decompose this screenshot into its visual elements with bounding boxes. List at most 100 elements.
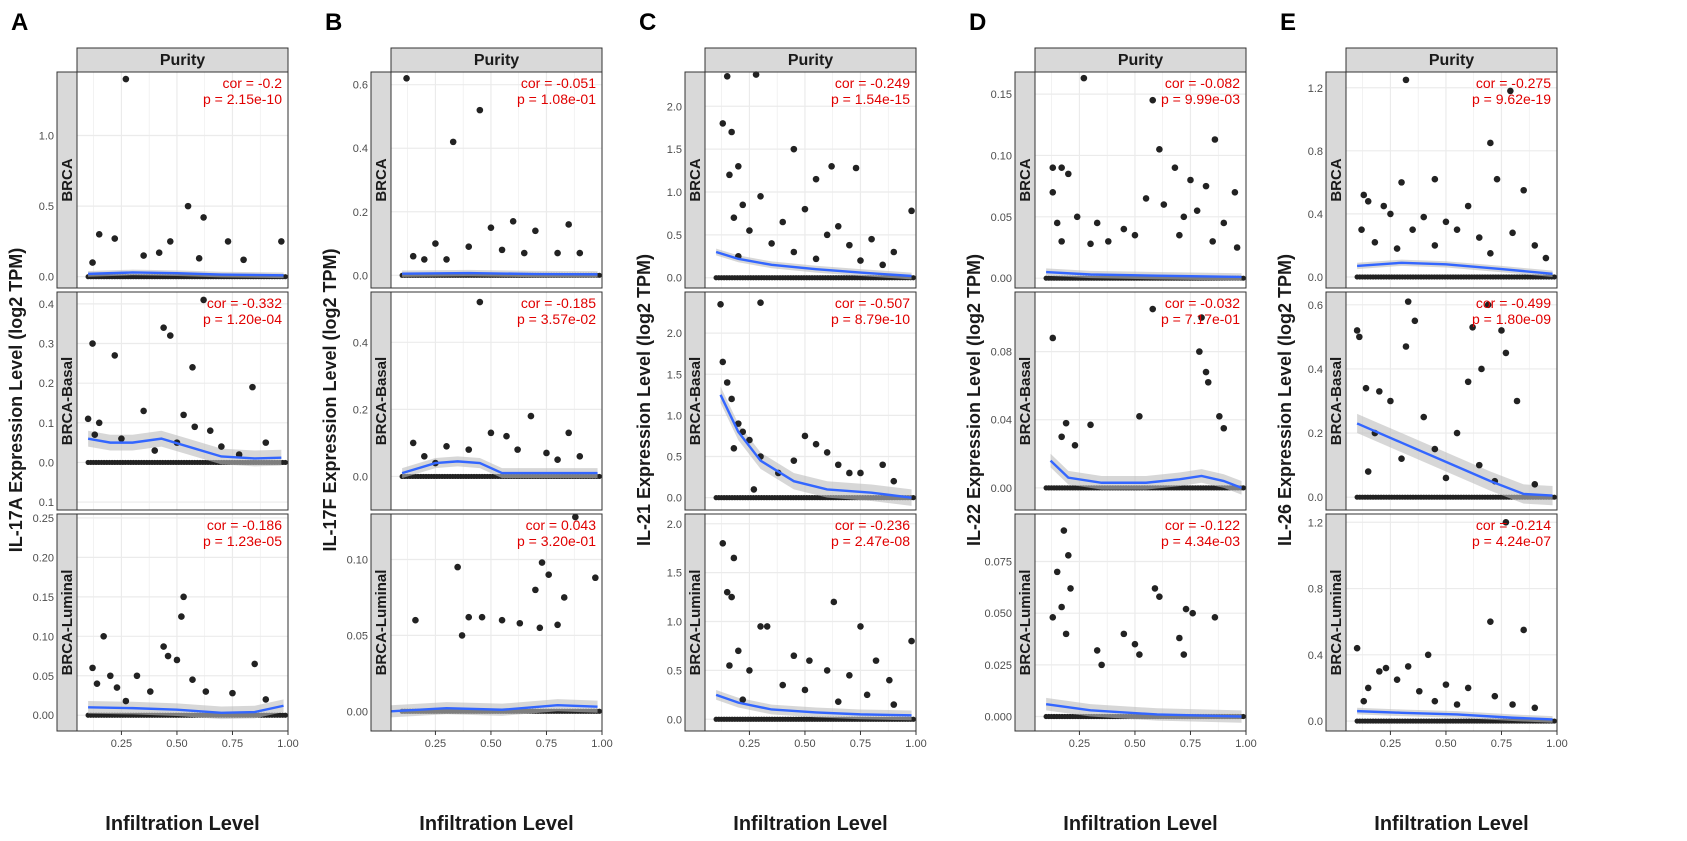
data-point — [739, 696, 747, 704]
data-point — [1216, 413, 1223, 420]
data-point — [240, 256, 247, 264]
data-point — [1420, 413, 1428, 421]
data-point — [1176, 231, 1183, 239]
data-point — [1431, 445, 1439, 453]
data-point — [1131, 640, 1139, 648]
data-point — [1087, 421, 1094, 429]
point-zero — [1240, 713, 1246, 720]
cor-annotation: cor = -0.082 — [1165, 75, 1240, 91]
data-point — [122, 75, 130, 83]
strip-top-label: Purity — [788, 52, 833, 69]
p-annotation: p = 2.47e-08 — [831, 533, 910, 549]
data-point — [886, 676, 893, 684]
facet-brca-basal: BRCA-Basal 0.1 0.0 0.1 0.2 0.3 0.4 cor = -0.332… — [39, 291, 289, 511]
data-point — [1509, 229, 1516, 237]
data-point — [723, 72, 731, 80]
data-point — [1149, 96, 1157, 104]
p-annotation: p = 1.23e-05 — [203, 533, 282, 549]
y-tick-label: 1.5 — [667, 144, 682, 156]
strip-left-label: BRCA-Basal — [687, 357, 704, 445]
y-tick-label: 0.0 — [1308, 716, 1323, 728]
y-tick-label: 0.00 — [991, 483, 1012, 495]
y-tick-label: 0.5 — [667, 452, 682, 464]
data-point — [1387, 397, 1394, 405]
data-point — [202, 688, 210, 695]
data-point — [1149, 305, 1157, 313]
y-tick-label: 0.15 — [991, 89, 1012, 101]
p-annotation: p = 1.54e-15 — [831, 91, 910, 107]
fit-line — [402, 271, 598, 276]
data-point — [1131, 231, 1139, 239]
y-tick-label: 0.5 — [667, 665, 682, 677]
confidence-band — [716, 689, 912, 721]
data-point — [118, 435, 125, 442]
y-axis-label: IL-22 Expression Level (log2 TPM) — [964, 254, 984, 546]
p-annotation: p = 9.62e-19 — [1472, 91, 1551, 107]
cor-annotation: cor = -0.185 — [521, 295, 596, 311]
x-axis-label: Infiltration Level — [1374, 813, 1528, 835]
plot-border — [390, 71, 603, 289]
data-point — [160, 643, 167, 650]
data-point — [1498, 327, 1505, 334]
strip-left-label: BRCA-Basal — [373, 357, 390, 445]
data-point — [111, 352, 119, 359]
data-point — [757, 623, 764, 630]
confidence-band — [1050, 453, 1242, 495]
x-tick-label: 0.50 — [1435, 738, 1456, 750]
cor-annotation: cor = -0.249 — [835, 75, 910, 91]
p-annotation: p = 3.57e-02 — [517, 311, 596, 327]
data-point — [1053, 568, 1061, 576]
data-point — [1487, 139, 1494, 147]
y-tick-label: 0.0 — [667, 493, 682, 505]
data-point — [1376, 388, 1383, 395]
point-zero — [282, 274, 288, 280]
x-tick-label: 0.25 — [425, 738, 446, 750]
x-axis-label: Infiltration Level — [733, 813, 887, 835]
data-point — [1067, 585, 1074, 592]
y-tick-label: 0.8 — [1308, 146, 1323, 158]
data-point — [224, 238, 232, 245]
plot-border — [76, 71, 289, 289]
data-point — [113, 684, 121, 691]
data-point — [779, 218, 787, 226]
y-tick-label: 0.4 — [353, 337, 368, 349]
y-tick-label: 0.0 — [1308, 492, 1323, 504]
data-point — [1464, 202, 1472, 210]
data-point — [1211, 614, 1219, 621]
plot-border — [1345, 71, 1558, 289]
data-point — [1364, 468, 1372, 475]
point-zero — [1551, 274, 1557, 280]
data-point — [1180, 213, 1188, 221]
data-point — [421, 256, 428, 263]
data-point — [1520, 186, 1527, 194]
data-point — [1382, 664, 1390, 672]
data-point — [432, 240, 439, 247]
y-tick-label: 2.0 — [667, 519, 682, 531]
data-point — [1187, 176, 1194, 184]
cor-annotation: cor = 0.043 — [526, 517, 597, 533]
data-point — [89, 340, 96, 347]
data-point — [465, 613, 473, 621]
data-point — [735, 162, 742, 170]
strip-top — [390, 47, 603, 73]
y-tick-label: 2.0 — [667, 101, 682, 113]
plot-area — [705, 292, 916, 510]
y-tick-label: 0.3 — [39, 339, 54, 351]
data-point — [89, 259, 96, 266]
data-point — [1104, 238, 1112, 245]
facet-brca-luminal: BRCA-Luminal 0.00 0.05 0.10 0.15 0.20 0.25 cor … — [33, 513, 289, 732]
data-point — [403, 75, 410, 82]
data-point — [409, 439, 417, 447]
y-tick-label: 0.20 — [33, 552, 54, 564]
p-annotation: p = 8.79e-10 — [831, 311, 910, 327]
data-point — [763, 623, 771, 630]
data-point — [717, 301, 724, 308]
data-point — [412, 616, 419, 624]
x-tick-label: 0.25 — [111, 738, 132, 750]
y-tick-label: 1.0 — [39, 131, 54, 143]
data-point — [84, 415, 92, 423]
